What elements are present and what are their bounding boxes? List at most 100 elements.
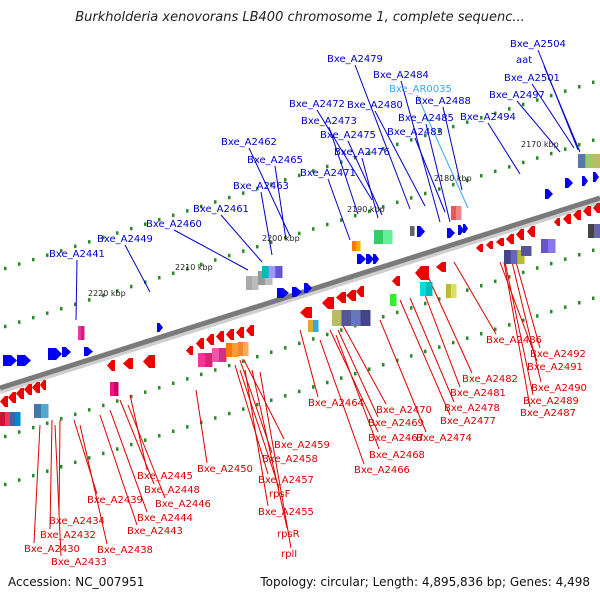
forward-gene-arrow[interactable] [292, 287, 302, 297]
forward-gene-arrow[interactable] [565, 178, 573, 188]
gene-label[interactable]: Bxe_A2474 [416, 433, 472, 444]
forward-gene-arrow[interactable] [593, 172, 599, 182]
feature-block[interactable] [198, 353, 206, 367]
forward-gene-arrow[interactable] [366, 254, 374, 264]
feature-block[interactable] [246, 276, 253, 290]
gene-label[interactable]: Bxe_A2466 [354, 465, 410, 476]
reverse-gene-arrow[interactable] [563, 214, 571, 224]
reverse-gene-arrow[interactable] [8, 392, 16, 403]
gene-label[interactable]: Bxe_A2467 [368, 433, 424, 444]
gene-label[interactable]: Bxe_A2449 [97, 234, 153, 245]
feature-block[interactable] [410, 226, 415, 236]
gene-label[interactable]: Bxe_A2445 [137, 471, 193, 482]
gene-label[interactable]: Bxe_A2497 [489, 90, 545, 101]
feature-block[interactable] [262, 266, 270, 278]
gene-label[interactable]: Bxe_A2477 [440, 416, 496, 427]
reverse-gene-arrow[interactable] [476, 244, 483, 252]
reverse-gene-arrow[interactable] [300, 307, 312, 318]
gene-label[interactable]: Bxe_A2487 [520, 408, 576, 419]
gene-label[interactable]: Bxe_A2462 [221, 137, 277, 148]
feature-block[interactable] [34, 404, 42, 418]
gene-label[interactable]: rpsR [277, 529, 300, 540]
gene-label[interactable]: rplI [281, 549, 297, 560]
gene-label[interactable]: Bxe_A2438 [97, 545, 153, 556]
gene-label[interactable]: Bxe_A2459 [274, 440, 330, 451]
reverse-gene-arrow[interactable] [336, 292, 346, 303]
feature-block[interactable] [341, 310, 352, 326]
gene-label[interactable]: Bxe_A2458 [262, 454, 318, 465]
reverse-gene-arrow[interactable] [415, 266, 429, 280]
feature-block[interactable] [420, 282, 427, 296]
gene-label[interactable]: Bxe_A2468 [369, 450, 425, 461]
gene-label[interactable]: Bxe_A2482 [462, 374, 518, 385]
feature-block[interactable] [0, 412, 6, 426]
forward-gene-arrow[interactable] [17, 355, 31, 366]
reverse-gene-arrow[interactable] [32, 382, 40, 393]
feature-block[interactable] [390, 294, 397, 306]
feature-block[interactable] [110, 382, 115, 396]
gene-label[interactable]: Bxe_A2465 [247, 155, 303, 166]
gene-label[interactable]: Bxe_A2488 [415, 96, 471, 107]
reverse-gene-arrow[interactable] [123, 358, 133, 369]
feature-block[interactable] [517, 250, 525, 264]
reverse-gene-arrow[interactable] [527, 226, 535, 237]
gene-label[interactable]: Bxe_A2476 [334, 147, 390, 158]
feature-block[interactable] [383, 230, 393, 244]
gene-label[interactable]: Bxe_A2463 [233, 181, 289, 192]
feature-block[interactable] [15, 412, 21, 426]
feature-block[interactable] [308, 320, 314, 332]
gene-label[interactable]: Bxe_A2475 [320, 130, 376, 141]
forward-gene-arrow[interactable] [3, 355, 17, 366]
gene-label[interactable]: Bxe_A2489 [523, 396, 579, 407]
feature-block[interactable] [41, 404, 49, 418]
gene-label[interactable]: Bxe_A2457 [258, 475, 314, 486]
reverse-gene-arrow[interactable] [186, 346, 193, 355]
feature-block[interactable] [351, 310, 361, 326]
feature-block[interactable] [78, 326, 82, 340]
forward-gene-arrow[interactable] [447, 228, 455, 238]
reverse-gene-arrow[interactable] [346, 290, 356, 301]
reverse-gene-arrow[interactable] [236, 327, 244, 338]
feature-block[interactable] [446, 284, 452, 298]
forward-gene-arrow[interactable] [463, 224, 468, 233]
feature-block[interactable] [588, 224, 595, 238]
reverse-gene-arrow[interactable] [24, 384, 32, 395]
reverse-gene-arrow[interactable] [516, 229, 524, 240]
feature-block[interactable] [114, 382, 119, 396]
feature-block[interactable] [521, 246, 532, 256]
feature-block[interactable] [313, 320, 319, 332]
reverse-gene-arrow[interactable] [143, 355, 155, 368]
feature-block[interactable] [456, 206, 462, 220]
feature-block[interactable] [258, 271, 266, 285]
reverse-gene-arrow[interactable] [392, 276, 400, 286]
forward-gene-arrow[interactable] [458, 225, 464, 235]
forward-gene-arrow[interactable] [373, 254, 379, 264]
feature-block[interactable] [10, 412, 16, 426]
feature-block[interactable] [5, 412, 11, 426]
feature-block[interactable] [232, 343, 239, 357]
gene-label[interactable]: Bxe_A2461 [193, 204, 249, 215]
gene-label[interactable]: Bxe_A2472 [289, 99, 345, 110]
reverse-gene-arrow[interactable] [40, 380, 46, 390]
reverse-gene-arrow[interactable] [554, 218, 560, 226]
forward-gene-arrow[interactable] [417, 226, 425, 237]
gene-label[interactable]: Bxe_A2504 [510, 39, 566, 50]
feature-block[interactable] [548, 239, 556, 253]
gene-label[interactable]: Bxe_A2480 [347, 100, 403, 111]
gene-label[interactable]: rpsF [269, 489, 291, 500]
gene-label[interactable]: Bxe_A2464 [308, 398, 364, 409]
reverse-gene-arrow[interactable] [322, 297, 334, 309]
gene-label[interactable]: Bxe_A2430 [24, 544, 80, 555]
gene-label[interactable]: Bxe_A2486 [486, 335, 542, 346]
forward-gene-arrow[interactable] [582, 176, 588, 186]
gene-label[interactable]: aat [516, 55, 532, 66]
gene-label[interactable]: Bxe_A2444 [137, 513, 193, 524]
feature-block[interactable] [594, 224, 600, 238]
feature-block[interactable] [541, 239, 549, 253]
gene-label[interactable]: Bxe_A2443 [127, 526, 183, 537]
reverse-gene-arrow[interactable] [0, 396, 8, 407]
gene-label[interactable]: Bxe_A2448 [144, 485, 200, 496]
feature-block[interactable] [504, 250, 512, 264]
reverse-gene-arrow[interactable] [506, 234, 514, 244]
feature-block[interactable] [205, 353, 213, 367]
